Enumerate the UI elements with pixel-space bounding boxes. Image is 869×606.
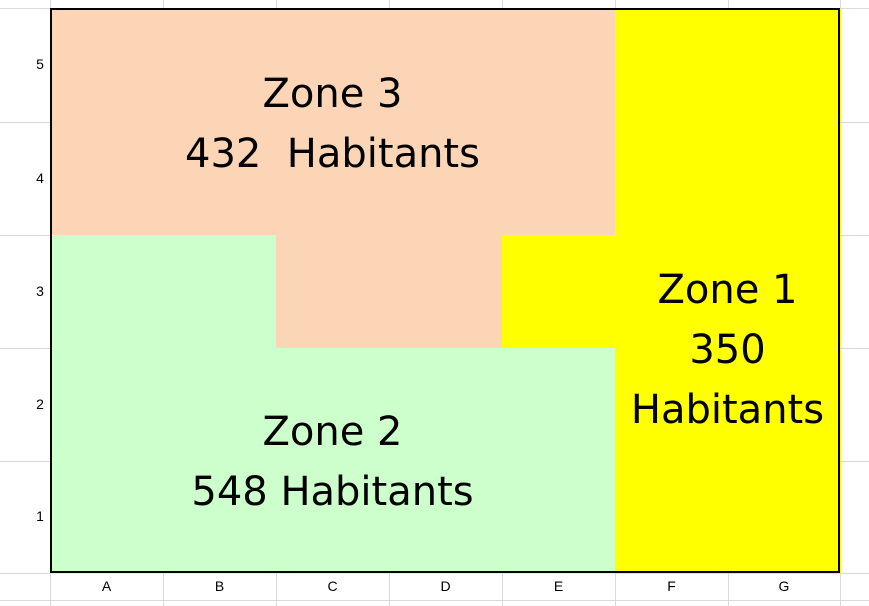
- gridline: [728, 0, 729, 8]
- cell-E1[interactable]: [502, 461, 616, 574]
- column-header-B[interactable]: B: [214, 578, 225, 594]
- zone1-unit: Habitants: [630, 387, 825, 433]
- gridline: [840, 573, 869, 574]
- cell-E2[interactable]: [502, 348, 616, 462]
- row-header-5[interactable]: 5: [36, 56, 44, 72]
- cell-A4[interactable]: [50, 122, 164, 236]
- row-header-2[interactable]: 2: [36, 395, 44, 412]
- zone2-name: Zone 2: [262, 409, 403, 455]
- cell-A3[interactable]: [50, 235, 164, 349]
- gridline: [0, 461, 50, 462]
- cell-F5[interactable]: [615, 8, 729, 123]
- gridline: [502, 573, 503, 606]
- cell-C2[interactable]: [276, 348, 390, 462]
- cell-E4[interactable]: [502, 122, 616, 236]
- column-header-C[interactable]: C: [327, 578, 338, 594]
- cell-F1[interactable]: [615, 461, 729, 574]
- zone3-name: Zone 3: [262, 71, 403, 117]
- gridline: [0, 235, 50, 236]
- gridline: [502, 0, 503, 8]
- row-header-3[interactable]: 3: [36, 282, 44, 299]
- gridline: [615, 0, 616, 8]
- gridline: [0, 8, 50, 9]
- cell-B1[interactable]: [163, 461, 277, 574]
- zone1-label: Zone 1 350 Habitants: [615, 260, 840, 440]
- zone3-label: Zone 3 432 Habitants: [50, 64, 615, 184]
- gridline: [615, 573, 616, 606]
- gridline: [840, 122, 869, 123]
- gridline: [840, 8, 869, 9]
- cell-F2[interactable]: [615, 348, 729, 462]
- zone1-name: Zone 1: [657, 267, 798, 313]
- cell-B3[interactable]: [163, 235, 277, 349]
- gridline: [840, 461, 869, 462]
- cell-F4[interactable]: [615, 122, 729, 236]
- cell-D3[interactable]: [389, 235, 503, 349]
- gridline: [840, 0, 841, 8]
- cell-C3[interactable]: [276, 235, 390, 349]
- cell-F3[interactable]: [615, 235, 729, 349]
- cell-C5[interactable]: [276, 8, 390, 123]
- zone2-habitants: 548 Habitants: [191, 469, 474, 515]
- cell-E5[interactable]: [502, 8, 616, 123]
- gridline: [389, 0, 390, 8]
- cell-G1[interactable]: [728, 461, 841, 574]
- gridline: [389, 573, 390, 606]
- cell-C4[interactable]: [276, 122, 390, 236]
- gridline: [840, 348, 869, 349]
- column-header-F[interactable]: F: [667, 578, 676, 594]
- gridline: [50, 573, 51, 606]
- cell-C1[interactable]: [276, 461, 390, 574]
- cell-E3[interactable]: [502, 235, 616, 349]
- cell-D4[interactable]: [389, 122, 503, 236]
- gridline: [163, 0, 164, 8]
- cell-D5[interactable]: [389, 8, 503, 123]
- column-header-A[interactable]: A: [101, 578, 112, 594]
- cell-G4[interactable]: [728, 122, 841, 236]
- column-header-E[interactable]: E: [553, 578, 564, 594]
- cell-G3[interactable]: [728, 235, 841, 349]
- gridline: [840, 235, 869, 236]
- cell-B4[interactable]: [163, 122, 277, 236]
- row-header-1[interactable]: 1: [36, 508, 44, 524]
- cell-A1[interactable]: [50, 461, 164, 574]
- gridline: [0, 122, 50, 123]
- cell-G2[interactable]: [728, 348, 841, 462]
- column-header-D[interactable]: D: [440, 578, 451, 594]
- gridline: [0, 600, 869, 601]
- cell-D2[interactable]: [389, 348, 503, 462]
- cell-A2[interactable]: [50, 348, 164, 462]
- gridline: [276, 0, 277, 8]
- zone1-count: 350: [689, 327, 766, 373]
- zone2-label: Zone 2 548 Habitants: [50, 402, 615, 522]
- row-header-4[interactable]: 4: [36, 169, 44, 186]
- gridline: [840, 573, 841, 606]
- column-header-G[interactable]: G: [778, 578, 790, 594]
- gridline: [276, 573, 277, 606]
- gridline: [728, 573, 729, 606]
- gridline: [0, 573, 50, 574]
- cell-A5[interactable]: [50, 8, 164, 123]
- cell-B5[interactable]: [163, 8, 277, 123]
- cell-D1[interactable]: [389, 461, 503, 574]
- cell-B2[interactable]: [163, 348, 277, 462]
- gridline: [163, 573, 164, 606]
- gridline: [50, 0, 51, 8]
- zone3-habitants: 432 Habitants: [185, 131, 480, 177]
- gridline: [0, 348, 50, 349]
- map-border: [50, 8, 840, 573]
- cell-G5[interactable]: [728, 8, 841, 123]
